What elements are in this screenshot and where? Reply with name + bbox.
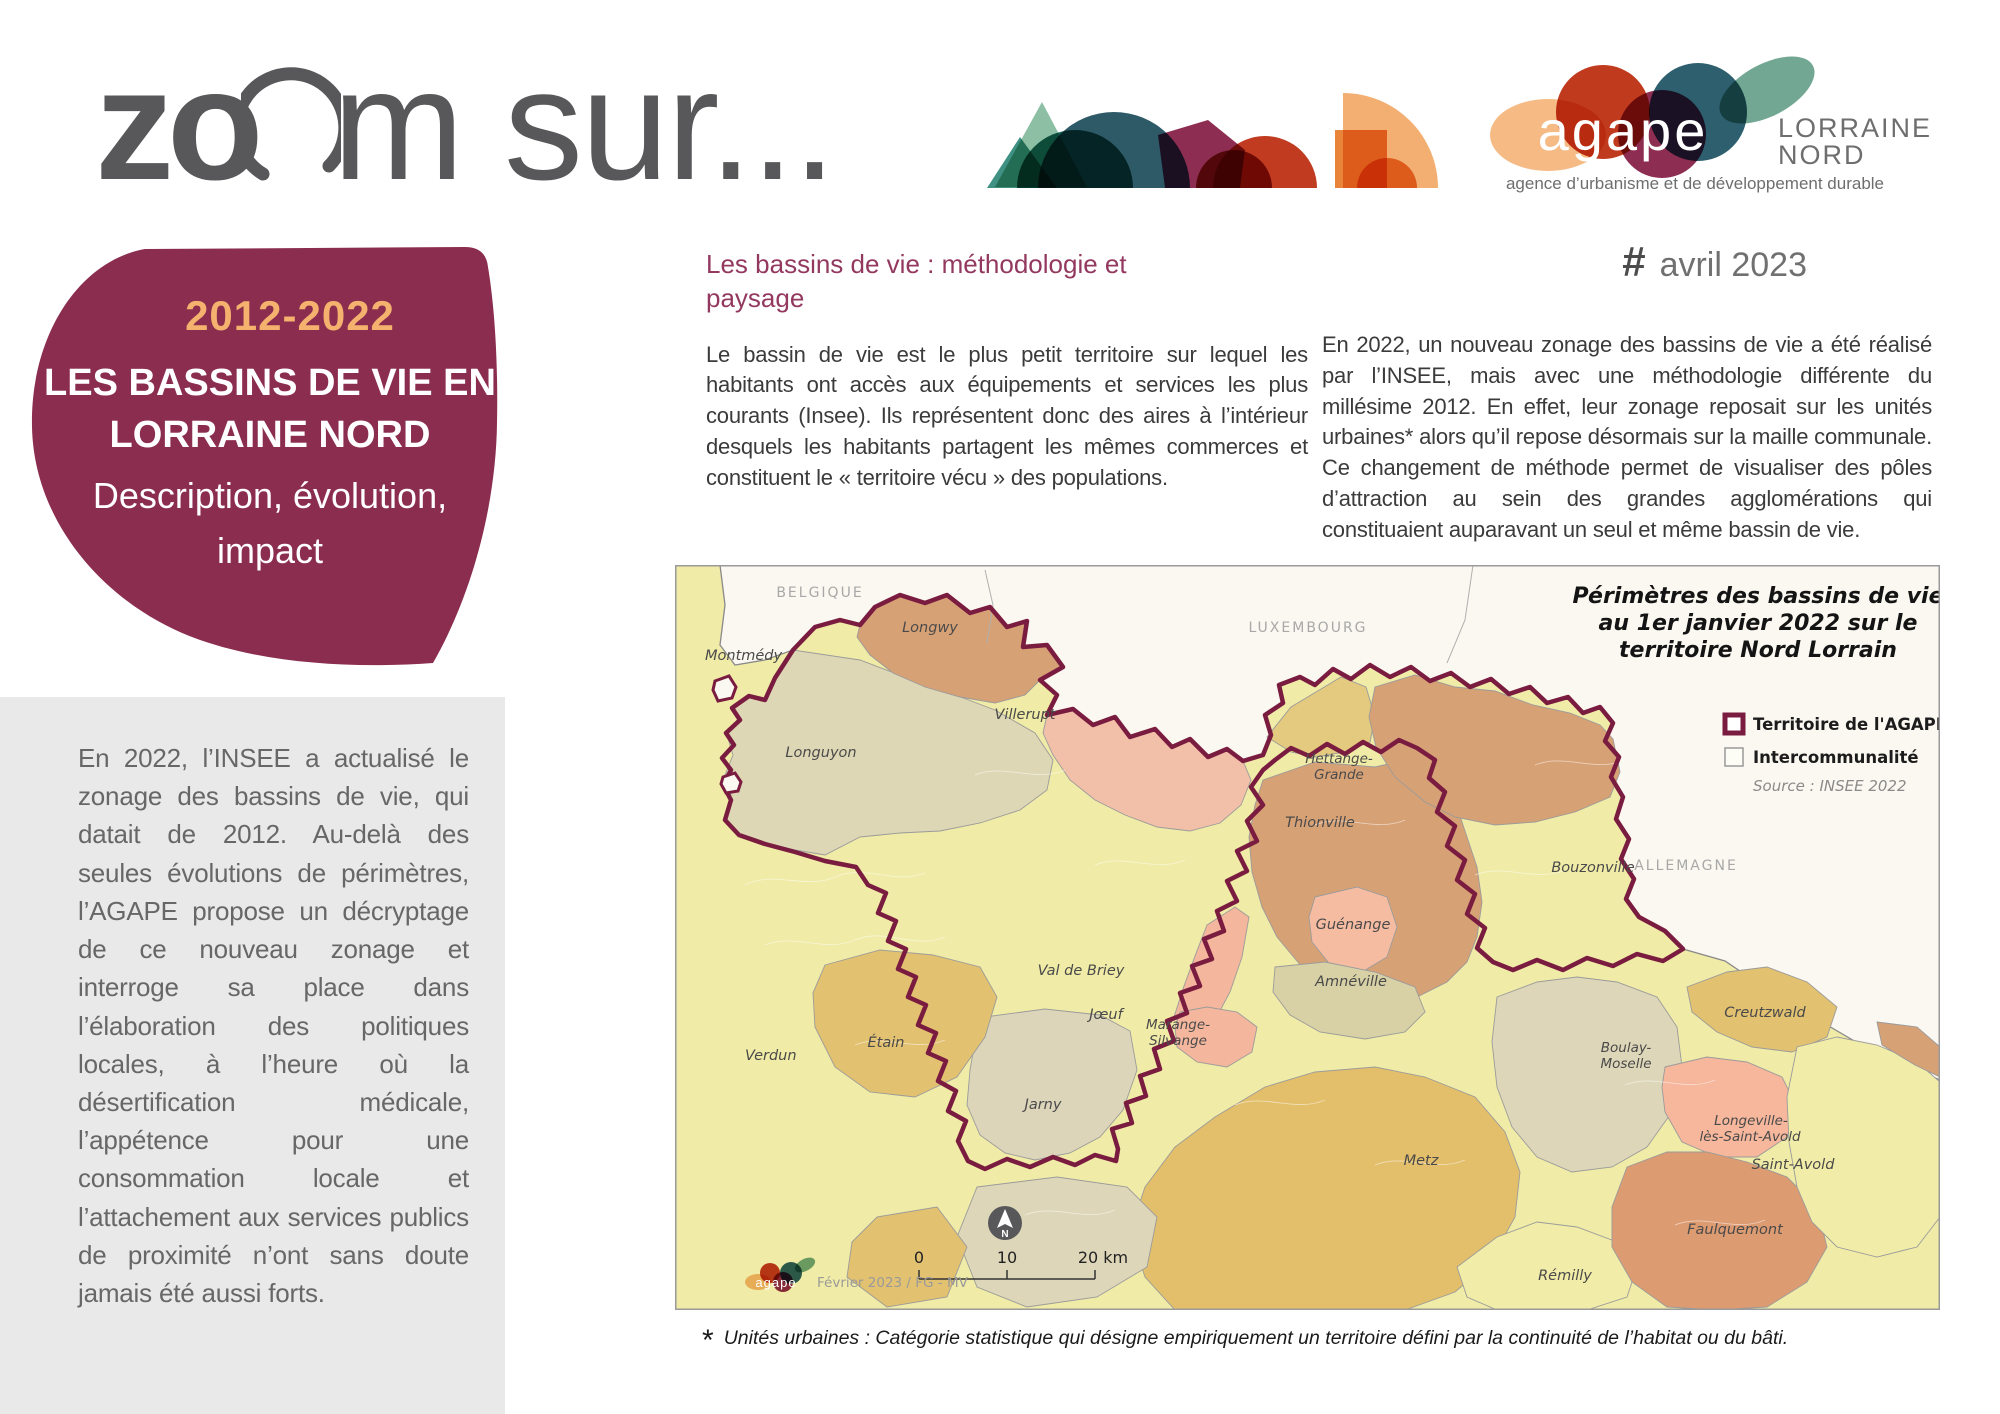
intro-text: En 2022, l’INSEE a actualisé le zonage d…: [78, 743, 469, 1309]
label-verdun: Verdun: [745, 1048, 797, 1064]
hash-icon: #: [1622, 238, 1646, 285]
evolution-paragraph: En 2022, un nouveau zonage des bassins d…: [1322, 332, 1932, 542]
label-thionville: Thionville: [1285, 815, 1355, 831]
agape-logo-wordmark: agape: [1538, 99, 1709, 162]
agape-logo-circles-icon: [1490, 56, 1815, 178]
label-remilly: Rémilly: [1538, 1268, 1592, 1284]
agape-region-line1: LORRAINE: [1778, 113, 1932, 143]
label-montmedy: Montmédy: [705, 648, 783, 664]
orange-semicircle-shape: [1357, 158, 1417, 188]
cover-blob-shape: [31, 247, 498, 666]
footnote: * Unités urbaines : Catégorie statistiqu…: [702, 1326, 1942, 1356]
cover-title-line1: LES BASSINS DE VIE EN: [44, 362, 496, 404]
intro-box: En 2022, l’INSEE a actualisé le zonage d…: [0, 697, 505, 1414]
belgium-luxembourg-border: [984, 569, 994, 644]
zoom-sur-logo-rest: m sur...: [332, 36, 837, 213]
legend-interco-swatch: [1724, 747, 1744, 767]
zoom-sur-logo: zo m sur...: [95, 28, 837, 213]
header-decorative-shapes: [987, 93, 1438, 188]
map-credit: Février 2023 / FG - MV: [817, 1275, 969, 1291]
teal-triangle-shape: [987, 137, 1057, 188]
map-title-line1: Périmètres des bassins de vie: [1572, 584, 1940, 609]
footnote-text: Unités urbaines : Catégorie statistique …: [723, 1327, 1789, 1349]
label-etain: Étain: [868, 1034, 905, 1051]
label-longuyon: Longuyon: [785, 745, 856, 761]
cover-period: 2012-2022: [185, 292, 395, 339]
label-marange-1: Marange-: [1146, 1017, 1210, 1033]
scale-0: 0: [914, 1248, 924, 1267]
map-mini-agape-wordmark: agape: [755, 1275, 796, 1290]
map-title-line2: au 1er janvier 2022 sur le: [1599, 611, 1918, 636]
legend-agape-swatch: [1722, 712, 1746, 736]
footnote-asterisk: *: [702, 1324, 714, 1357]
scale-bar: 0 10 20 km: [914, 1248, 1128, 1280]
map-frame: [675, 565, 1940, 1310]
label-amneville: Amnéville: [1314, 974, 1387, 990]
label-metz: Metz: [1404, 1153, 1439, 1169]
map-title-line3: territoire Nord Lorrain: [1619, 638, 1897, 663]
luxembourg-germany-border: [1446, 565, 1474, 664]
zoom-sur-logo-bold: zo: [95, 36, 263, 213]
label-longeville-1: Longeville-: [1714, 1113, 1788, 1129]
label-marange-2: Silvange: [1149, 1033, 1207, 1049]
cover-title-blob: 2012-2022 LES BASSINS DE VIE EN LORRAINE…: [31, 247, 498, 666]
issue-date: # avril 2023: [1322, 238, 1807, 286]
legend-agape-label: Territoire de l'AGAPE: [1753, 715, 1940, 734]
label-faulquemont: Faulquemont: [1687, 1222, 1784, 1238]
label-guenange: Guénange: [1316, 917, 1391, 933]
label-belgium: BELGIQUE: [776, 585, 863, 601]
legend-interco-label: Intercommunalité: [1753, 748, 1919, 767]
method-heading-line2: paysage: [706, 282, 805, 313]
map-source: Source : INSEE 2022: [1753, 777, 1907, 795]
agape-logo: agape LORRAINE NORD agence d’urbanisme e…: [1490, 56, 1932, 193]
label-villerupt: Villerupt: [995, 707, 1057, 723]
label-joeuf: Jœuf: [1086, 1007, 1124, 1023]
agape-territory-outline: [719, 592, 1686, 1172]
agape-enclave-2: [719, 771, 743, 795]
method-heading-line1: Les bassins de vie : méthodologie et: [706, 249, 1127, 279]
method-paragraph: Le bassin de vie est le plus petit terri…: [706, 341, 1308, 490]
cover-subtitle-line2: impact: [217, 530, 323, 571]
map-commune-lines: [744, 759, 1766, 1226]
method-heading: Les bassins de vie : méthodologie et pay…: [706, 248, 1308, 316]
evolution-section: En 2022, un nouveau zonage des bassins d…: [1322, 330, 1932, 546]
scale-20: 20 km: [1078, 1248, 1128, 1267]
label-val-de-briey: Val de Briey: [1038, 963, 1125, 979]
cover-title-line2: LORRAINE NORD: [110, 414, 431, 456]
agape-tagline: agence d’urbanisme et de développement d…: [1506, 174, 1884, 193]
issue-date-text: avril 2023: [1659, 246, 1807, 284]
label-boulay-1: Boulay-: [1601, 1040, 1652, 1056]
label-longwy: Longwy: [902, 620, 958, 636]
map-mini-agape-logo: agape: [745, 1257, 816, 1292]
cover-subtitle-line1: Description, évolution,: [93, 475, 447, 516]
label-luxembourg: LUXEMBOURG: [1248, 620, 1367, 636]
label-bouzonville: Bouzonville: [1551, 860, 1634, 876]
north-arrow-icon: N: [988, 1206, 1022, 1240]
method-section: Les bassins de vie : méthodologie et pay…: [706, 248, 1308, 494]
map-bassin-patches: [724, 594, 1940, 1310]
agape-region-line2: NORD: [1778, 140, 1866, 170]
label-hettange-1: Hettange-: [1305, 751, 1373, 767]
map-svg: BELGIQUE LUXEMBOURG ALLEMAGNE Montmédy L…: [675, 565, 1940, 1310]
agape-enclave-1: [711, 674, 738, 703]
label-saint-avold: Saint-Avold: [1752, 1157, 1836, 1173]
label-jarny: Jarny: [1022, 1097, 1062, 1113]
label-boulay-2: Moselle: [1600, 1056, 1651, 1072]
zoom-arc-icon: [240, 67, 341, 181]
label-hettange-2: Grande: [1314, 767, 1364, 783]
scale-10: 10: [997, 1248, 1017, 1267]
map: BELGIQUE LUXEMBOURG ALLEMAGNE Montmédy L…: [675, 565, 1940, 1310]
label-longeville-2: lès-Saint-Avold: [1699, 1129, 1801, 1145]
label-germany: ALLEMAGNE: [1634, 858, 1738, 874]
north-arrow-letter: N: [1001, 1229, 1008, 1240]
label-creutzwald: Creutzwald: [1724, 1005, 1806, 1021]
